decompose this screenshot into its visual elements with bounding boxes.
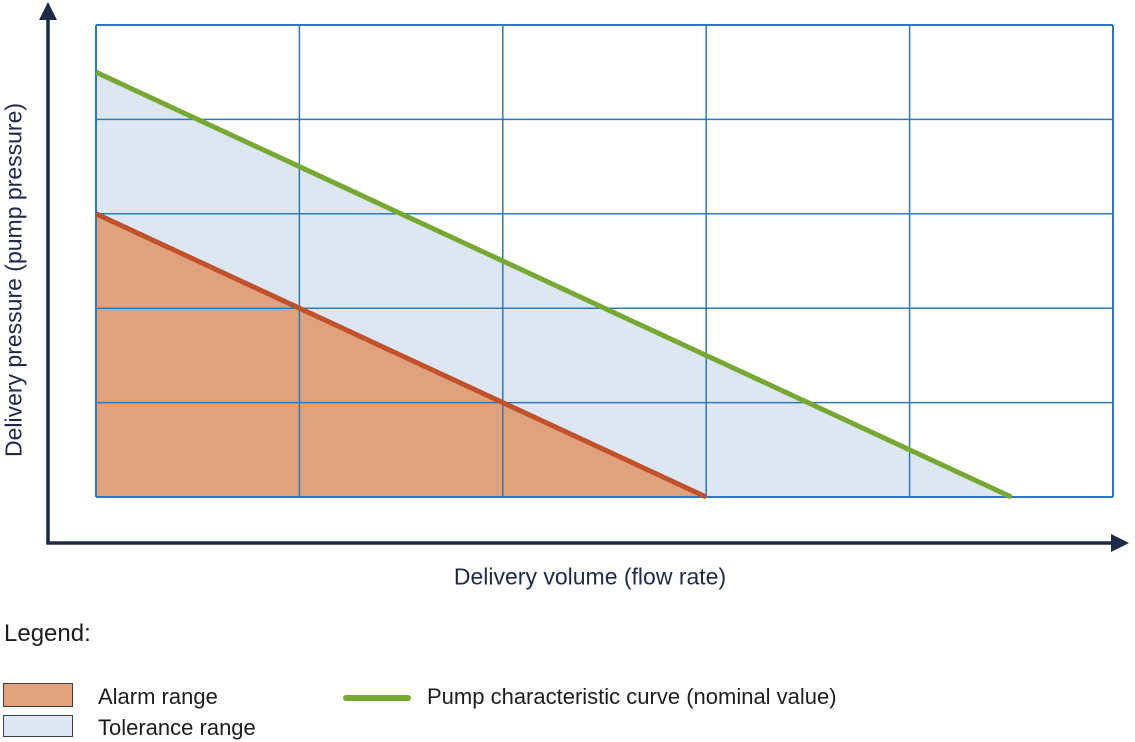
- tolerance-range-swatch: [3, 715, 73, 737]
- x-axis-arrowhead: [1111, 534, 1129, 552]
- pump-curve-swatch: [343, 695, 411, 701]
- x-axis-label: Delivery volume (flow rate): [453, 563, 727, 590]
- pump-curve-label: Pump characteristic curve (nominal value…: [427, 684, 837, 709]
- alarm-range-label: Alarm range: [98, 684, 218, 709]
- y-axis-label: Delivery pressure (pump pressure): [0, 102, 27, 458]
- alarm-range-swatch: [3, 683, 73, 707]
- alarm-range-boundary-line: [94, 211, 708, 500]
- pump-characteristic-curve-nominal-value-line: [94, 69, 1013, 500]
- legend-title: Legend:: [4, 620, 91, 647]
- tolerance-range-label: Tolerance range: [98, 715, 256, 740]
- y-axis-arrowhead: [39, 2, 57, 20]
